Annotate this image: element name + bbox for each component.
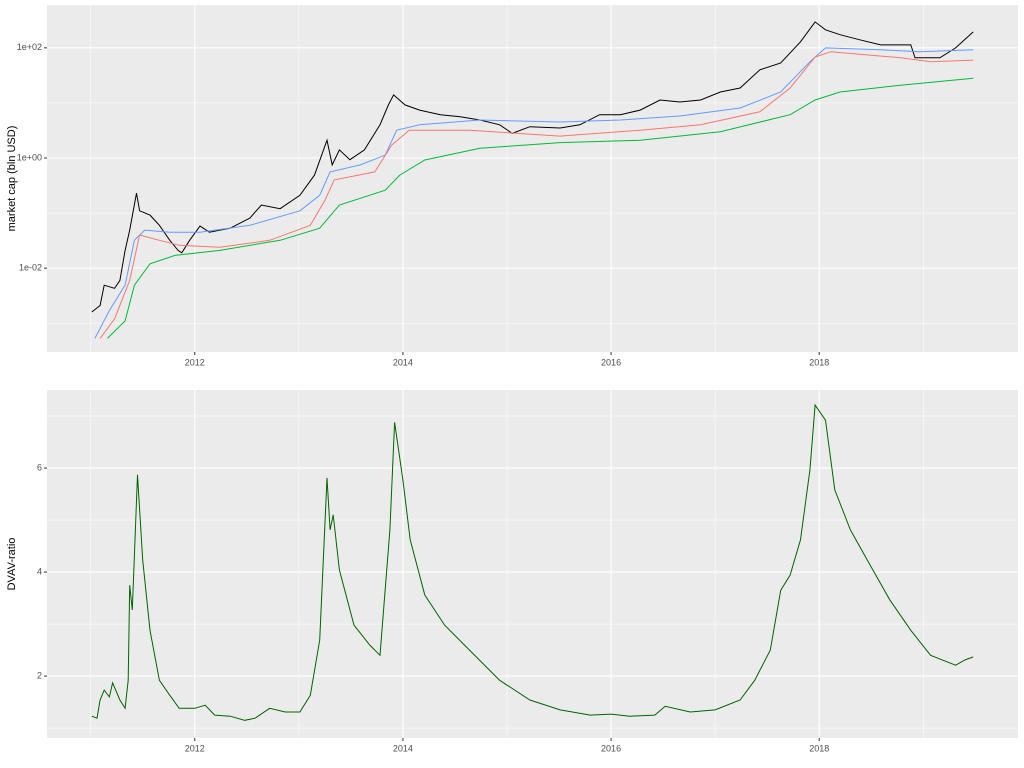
series-line <box>91 21 974 313</box>
series-line <box>94 47 974 339</box>
x-tick-label: 2012 <box>185 357 205 367</box>
series-line <box>99 51 974 339</box>
y-tick-label: 1e+02 <box>17 42 42 52</box>
y-tick-label: 1e-02 <box>19 263 42 273</box>
x-tick-label: 2018 <box>809 743 829 753</box>
x-tick-label: 2016 <box>601 743 621 753</box>
x-tick-label: 2018 <box>809 357 829 367</box>
plot-background <box>47 5 1018 352</box>
y-tick-label: 2 <box>37 670 42 680</box>
x-tick-label: 2014 <box>393 743 413 753</box>
x-tick-label: 2014 <box>393 357 413 367</box>
series-line <box>91 403 974 721</box>
y-axis-title: DVAV-ratio <box>6 538 18 591</box>
y-tick-label: 6 <box>37 462 42 472</box>
series-line <box>107 77 974 339</box>
y-axis-title: market cap (bln USD) <box>6 126 18 232</box>
y-tick-label: 4 <box>37 566 42 576</box>
x-tick-label: 2012 <box>185 743 205 753</box>
x-tick-label: 2016 <box>601 357 621 367</box>
plot-background <box>47 390 1018 738</box>
y-tick-label: 1e+00 <box>17 152 42 162</box>
